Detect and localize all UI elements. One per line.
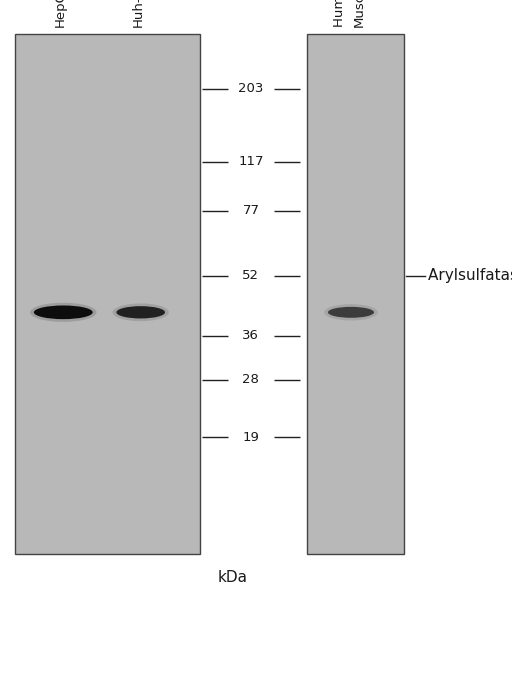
Ellipse shape [34, 306, 93, 319]
Bar [307, 34, 404, 554]
Text: kDa: kDa [218, 570, 248, 586]
Text: Arylsulfatase B: Arylsulfatase B [428, 268, 512, 283]
Ellipse shape [30, 303, 97, 322]
Bar [15, 34, 200, 554]
Text: 19: 19 [243, 430, 259, 444]
Ellipse shape [116, 306, 165, 319]
Text: Huh-7: Huh-7 [132, 0, 144, 27]
Ellipse shape [328, 307, 374, 318]
Text: 36: 36 [243, 329, 259, 342]
Text: Muscle: Muscle [353, 0, 366, 27]
Text: 203: 203 [238, 82, 264, 95]
Ellipse shape [113, 304, 169, 321]
Text: HepG2: HepG2 [54, 0, 67, 27]
Ellipse shape [324, 304, 378, 321]
Text: 52: 52 [242, 269, 260, 282]
Text: 117: 117 [238, 155, 264, 168]
Text: 77: 77 [242, 205, 260, 218]
Text: Human Skeletal: Human Skeletal [333, 0, 346, 27]
Text: 28: 28 [243, 373, 259, 386]
